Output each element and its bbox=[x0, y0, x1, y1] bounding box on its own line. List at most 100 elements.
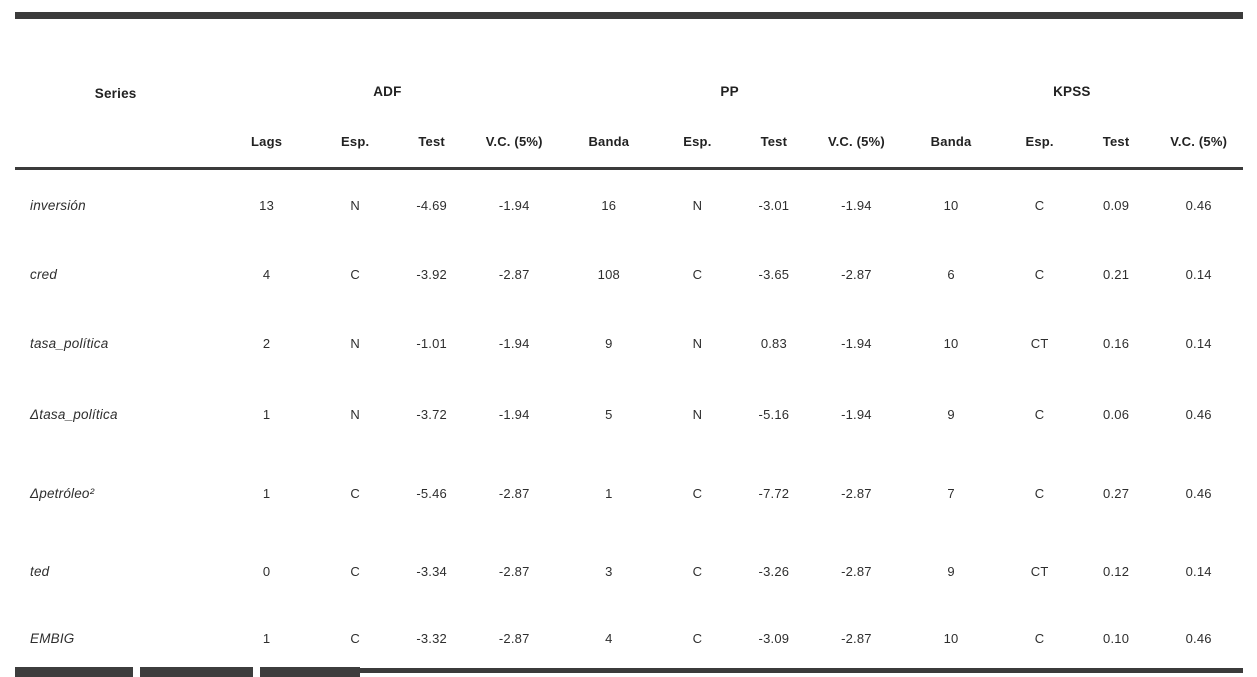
value-cell: -3.34 bbox=[416, 563, 447, 579]
table-body: inversión 13 N -4.69 -1.94 16 N -3.01 -1… bbox=[15, 169, 1243, 673]
value-cell: N bbox=[350, 407, 360, 422]
value-cell: 0.46 bbox=[1185, 197, 1212, 213]
value-cell: 1 bbox=[262, 485, 271, 501]
value-cell: N bbox=[692, 335, 703, 351]
col-header: V.C. (5%) bbox=[1154, 115, 1243, 170]
series-cell: Δpetróleo² bbox=[30, 485, 95, 501]
value-cell: 6 bbox=[947, 267, 955, 282]
col-header: Esp. bbox=[1001, 115, 1078, 170]
value-cell: C bbox=[659, 608, 736, 673]
series-cell: inversión bbox=[30, 197, 86, 213]
col-header: Test bbox=[1077, 115, 1155, 170]
value-cell: 1 bbox=[216, 608, 317, 673]
value-cell: -2.87 bbox=[841, 563, 872, 579]
value-cell: -5.46 bbox=[416, 485, 447, 501]
table-row: tasa_política 2 N -1.01 -1.94 9 N 0.83 -… bbox=[15, 309, 1243, 377]
value-cell: C bbox=[1034, 197, 1045, 213]
table-row: inversión 13 N -4.69 -1.94 16 N -3.01 -1… bbox=[15, 169, 1243, 241]
group-header-row: Series ADF PP KPSS bbox=[15, 19, 1243, 170]
table-row: Δtasa_política 1 N -3.72 -1.94 5 N -5.16… bbox=[15, 377, 1243, 452]
value-cell: 10 bbox=[943, 197, 959, 213]
value-cell: -1.94 bbox=[498, 197, 530, 213]
value-cell: N bbox=[692, 197, 703, 213]
value-cell: 7 bbox=[947, 485, 955, 501]
col-header: Test bbox=[393, 115, 470, 170]
value-cell: C bbox=[350, 563, 360, 579]
col-header: V.C. (5%) bbox=[469, 115, 559, 170]
value-cell: -3.72 bbox=[416, 407, 447, 422]
series-cell: ted bbox=[30, 563, 50, 579]
value-cell: -1.94 bbox=[841, 335, 872, 351]
col-header: V.C. (5%) bbox=[812, 115, 901, 170]
value-cell: -4.69 bbox=[416, 197, 447, 213]
value-cell: 108 bbox=[597, 267, 620, 282]
value-cell: -2.87 bbox=[841, 485, 872, 501]
sub-header-row: Lags Esp. Test V.C. (5%) Banda Esp. Test… bbox=[15, 115, 1243, 170]
value-cell: -1.94 bbox=[841, 197, 872, 213]
col-header: Esp. bbox=[659, 115, 736, 170]
value-cell: 9 bbox=[947, 407, 955, 422]
value-cell: -1.94 bbox=[841, 407, 872, 422]
value-cell: -1.94 bbox=[498, 335, 530, 351]
value-cell: -5.16 bbox=[758, 407, 790, 422]
value-cell: -1.94 bbox=[498, 407, 530, 422]
value-cell: 0.14 bbox=[1185, 563, 1212, 579]
value-cell: 1 bbox=[605, 485, 613, 501]
value-cell: 0.27 bbox=[1103, 485, 1130, 501]
value-cell: N bbox=[350, 335, 360, 351]
value-cell: 9 bbox=[947, 563, 955, 579]
value-cell: -3.92 bbox=[416, 267, 447, 282]
table-top-rule bbox=[15, 12, 1243, 19]
value-cell: -3.65 bbox=[758, 267, 790, 282]
series-cell: Δtasa_política bbox=[30, 407, 118, 422]
value-cell: -2.87 bbox=[841, 267, 872, 282]
value-cell: 0 bbox=[262, 563, 271, 579]
value-cell: 2 bbox=[262, 335, 271, 351]
value-cell: C bbox=[316, 608, 394, 673]
value-cell: -2.87 bbox=[498, 563, 530, 579]
value-cell: -3.09 bbox=[735, 608, 813, 673]
value-cell: N bbox=[350, 197, 360, 213]
value-cell: 0.16 bbox=[1103, 335, 1130, 351]
value-cell: -7.72 bbox=[758, 485, 790, 501]
col-header: Test bbox=[735, 115, 813, 170]
value-cell: C bbox=[1034, 407, 1045, 422]
value-cell: 1 bbox=[262, 407, 271, 422]
value-cell: -2.87 bbox=[498, 485, 530, 501]
value-cell: C bbox=[692, 485, 703, 501]
value-cell: 4 bbox=[262, 267, 271, 282]
col-header: Lags bbox=[216, 115, 317, 170]
table-row: cred 4 C -3.92 -2.87 108 C -3.65 -2.87 6… bbox=[15, 240, 1243, 309]
value-cell: 10 bbox=[900, 608, 1002, 673]
pp-group-header: PP bbox=[720, 84, 739, 99]
value-cell: C bbox=[1034, 485, 1045, 501]
value-cell: C bbox=[350, 485, 360, 501]
series-column-header: Series bbox=[15, 19, 217, 170]
value-cell: 0.09 bbox=[1103, 197, 1130, 213]
value-cell: 0.46 bbox=[1154, 608, 1243, 673]
value-cell: 0.46 bbox=[1185, 407, 1212, 422]
value-cell: 13 bbox=[259, 197, 275, 213]
clipped-footnote-fragment bbox=[15, 667, 360, 677]
table-row: Δpetróleo² 1 C -5.46 -2.87 1 C -7.72 -2.… bbox=[15, 452, 1243, 534]
value-cell: 0.46 bbox=[1185, 485, 1212, 501]
value-cell: C bbox=[1001, 608, 1078, 673]
value-cell: 0.14 bbox=[1185, 335, 1212, 351]
value-cell: C bbox=[692, 267, 703, 282]
value-cell: 3 bbox=[605, 563, 613, 579]
col-header: Esp. bbox=[316, 115, 394, 170]
value-cell: CT bbox=[1030, 335, 1049, 351]
value-cell: CT bbox=[1030, 563, 1049, 579]
value-cell: 0.83 bbox=[760, 335, 787, 351]
value-cell: -2.87 bbox=[498, 267, 530, 282]
unit-root-tests-table: Series ADF PP KPSS Lags Esp. Test V.C. (… bbox=[15, 19, 1243, 673]
value-cell: C bbox=[1034, 267, 1045, 282]
value-cell: 10 bbox=[943, 335, 959, 351]
value-cell: N bbox=[692, 407, 703, 422]
value-cell: C bbox=[692, 563, 703, 579]
value-cell: -1.01 bbox=[416, 335, 447, 351]
value-cell: -3.01 bbox=[758, 197, 790, 213]
value-cell: 0.10 bbox=[1077, 608, 1155, 673]
value-cell: 0.21 bbox=[1103, 267, 1130, 282]
value-cell: C bbox=[350, 267, 360, 282]
